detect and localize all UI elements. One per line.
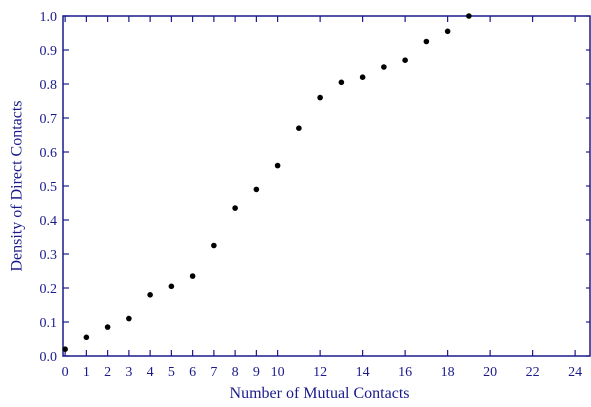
data-point	[62, 346, 68, 353]
y-tick-label: 0.9	[40, 44, 58, 59]
y-tick-label: 0.5	[40, 180, 58, 195]
data-point	[444, 28, 451, 35]
x-tick-label: 0	[62, 365, 69, 380]
x-tick-label: 24	[568, 365, 582, 380]
x-tick-label: 14	[356, 365, 370, 380]
y-tick-label: 0.2	[40, 282, 58, 297]
x-tick-label: 5	[168, 365, 175, 380]
y-tick-label: 1.0	[40, 10, 58, 25]
data-point	[211, 242, 217, 249]
data-point	[232, 205, 238, 211]
data-point	[168, 283, 175, 290]
data-point	[274, 162, 281, 169]
x-tick-label: 4	[147, 365, 154, 380]
x-tick-label: 9	[253, 365, 260, 380]
data-point	[147, 292, 153, 298]
plot-frame	[62, 15, 591, 357]
x-tick-label: 18	[441, 365, 455, 380]
data-point	[381, 64, 387, 70]
x-tick-label: 1	[83, 365, 90, 380]
y-tick-label: 0.0	[40, 350, 58, 365]
y-axis-label: Density of Direct Contacts	[9, 100, 26, 271]
data-point	[189, 273, 196, 279]
x-tick-label: 10	[271, 365, 285, 380]
data-point	[423, 38, 430, 45]
x-tick-label: 2	[104, 365, 111, 380]
y-tick-label: 0.8	[40, 78, 58, 93]
x-axis-label: Number of Mutual Contacts	[230, 385, 410, 402]
data-point	[253, 186, 260, 193]
data-point	[104, 324, 111, 330]
x-tick-label: 22	[526, 365, 540, 380]
data-point	[126, 315, 132, 322]
data-point	[83, 334, 90, 341]
y-axis-ticks: 0.0 0.1 0.2 0.3 0.4 0.5 0.6 0.7 0.8 0.9 1.0	[40, 10, 590, 365]
data-point	[466, 13, 472, 19]
data-point	[296, 125, 302, 131]
data-point	[317, 94, 323, 101]
y-tick-label: 0.3	[40, 248, 58, 263]
data-point	[359, 74, 366, 80]
x-axis-ticks: 0 1 2 3 4 5 6 7 8 9 10 12 14 16 18 20 22 24	[62, 16, 582, 380]
x-tick-label: 3	[125, 365, 132, 380]
x-tick-label: 20	[483, 365, 497, 380]
x-tick-label: 7	[210, 365, 217, 380]
data-point	[338, 79, 345, 86]
x-tick-label: 8	[232, 365, 239, 380]
y-tick-label: 0.1	[40, 316, 58, 331]
x-tick-label: 6	[189, 365, 196, 380]
y-tick-label: 0.7	[40, 112, 58, 127]
y-tick-label: 0.6	[40, 146, 58, 161]
data-point	[402, 57, 408, 63]
x-tick-label: 12	[313, 365, 327, 380]
y-tick-label: 0.4	[40, 214, 58, 229]
x-tick-label: 16	[398, 365, 412, 380]
data-points	[62, 13, 472, 353]
